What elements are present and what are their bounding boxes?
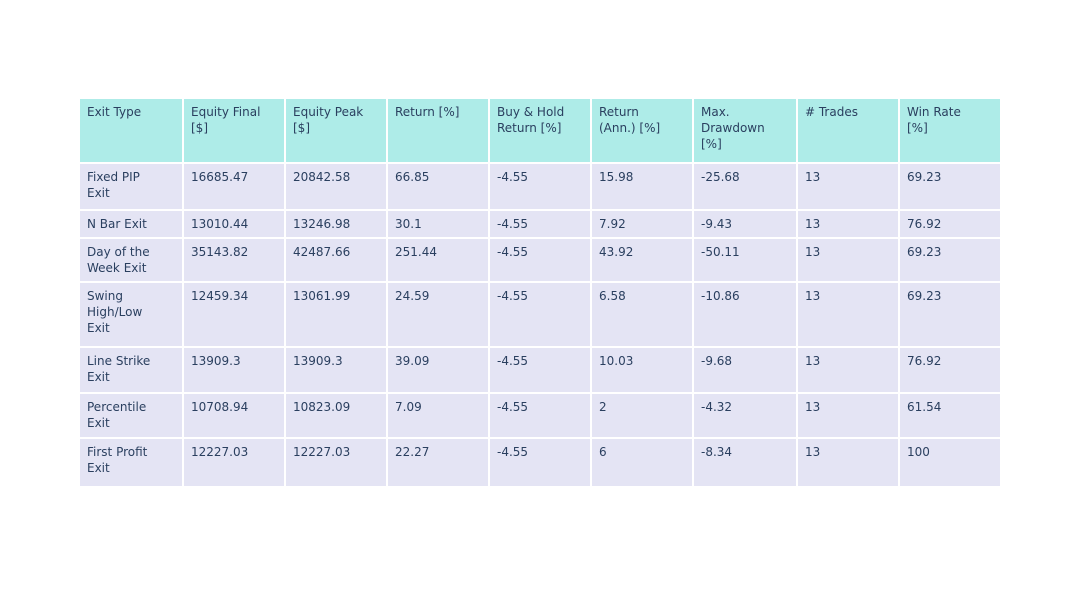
- value-cell: 12459.34: [184, 283, 284, 346]
- value-cell: 12227.03: [184, 439, 284, 486]
- value-cell: 69.23: [900, 283, 1000, 346]
- value-cell: 100: [900, 439, 1000, 486]
- value-cell: 16685.47: [184, 164, 284, 209]
- exit-type-cell: First Profit Exit: [80, 439, 182, 486]
- column-header: Return [%]: [388, 99, 488, 162]
- value-cell: 13: [798, 439, 898, 486]
- value-cell: 6.58: [592, 283, 692, 346]
- exit-strategy-results-table: Exit Type Equity Final [$] Equity Peak [$]…: [78, 97, 1002, 488]
- value-cell: 30.1: [388, 211, 488, 237]
- table-row: N Bar Exit 13010.44 13246.98 30.1 -4.55 7.92-…: [80, 211, 1000, 237]
- value-cell: 13: [798, 348, 898, 392]
- value-cell: 6: [592, 439, 692, 486]
- table-row: Swing High/Low Exit 12459.34 13061.99 24.59…: [80, 283, 1000, 346]
- value-cell: -4.55: [490, 164, 590, 209]
- column-header: Equity Final [$]: [184, 99, 284, 162]
- value-cell: 13010.44: [184, 211, 284, 237]
- value-cell: 69.23: [900, 239, 1000, 281]
- value-cell: -9.43: [694, 211, 796, 237]
- value-cell: 66.85: [388, 164, 488, 209]
- exit-type-cell: Day of the Week Exit: [80, 239, 182, 281]
- column-header: Return (Ann.) [%]: [592, 99, 692, 162]
- value-cell: 10.03: [592, 348, 692, 392]
- value-cell: 76.92: [900, 211, 1000, 237]
- exit-type-cell: Fixed PIP Exit: [80, 164, 182, 209]
- value-cell: 13: [798, 394, 898, 437]
- value-cell: 13909.3: [184, 348, 284, 392]
- value-cell: 10823.09: [286, 394, 386, 437]
- table-row: Percentile Exit 10708.94 10823.09 7.09 -4.55…: [80, 394, 1000, 437]
- value-cell: 2: [592, 394, 692, 437]
- column-header: Exit Type: [80, 99, 182, 162]
- table-row: First Profit Exit 12227.03 12227.03 22.27 -4…: [80, 439, 1000, 486]
- value-cell: -4.55: [490, 394, 590, 437]
- value-cell: 39.09: [388, 348, 488, 392]
- value-cell: 7.09: [388, 394, 488, 437]
- value-cell: 13909.3: [286, 348, 386, 392]
- value-cell: -4.55: [490, 239, 590, 281]
- table-body: Fixed PIP Exit 16685.47 20842.58 66.85 -4.55…: [80, 164, 1000, 486]
- exit-type-cell: N Bar Exit: [80, 211, 182, 237]
- value-cell: 20842.58: [286, 164, 386, 209]
- value-cell: 13: [798, 239, 898, 281]
- table-row: Line Strike Exit 13909.3 13909.3 39.09 -4.55…: [80, 348, 1000, 392]
- value-cell: -50.11: [694, 239, 796, 281]
- table-row: Fixed PIP Exit 16685.47 20842.58 66.85 -4.55…: [80, 164, 1000, 209]
- value-cell: 24.59: [388, 283, 488, 346]
- column-header: Buy & Hold Return [%]: [490, 99, 590, 162]
- value-cell: -25.68: [694, 164, 796, 209]
- value-cell: 13: [798, 211, 898, 237]
- table-row: Day of the Week Exit 35143.82 42487.66 251.…: [80, 239, 1000, 281]
- value-cell: 10708.94: [184, 394, 284, 437]
- value-cell: 42487.66: [286, 239, 386, 281]
- value-cell: -4.55: [490, 439, 590, 486]
- exit-type-cell: Swing High/Low Exit: [80, 283, 182, 346]
- value-cell: -4.55: [490, 211, 590, 237]
- value-cell: 12227.03: [286, 439, 386, 486]
- value-cell: 35143.82: [184, 239, 284, 281]
- column-header: Max. Drawdown [%]: [694, 99, 796, 162]
- value-cell: -4.32: [694, 394, 796, 437]
- column-header: Win Rate [%]: [900, 99, 1000, 162]
- exit-type-cell: Percentile Exit: [80, 394, 182, 437]
- value-cell: -8.34: [694, 439, 796, 486]
- value-cell: 13061.99: [286, 283, 386, 346]
- value-cell: -4.55: [490, 283, 590, 346]
- value-cell: 7.92: [592, 211, 692, 237]
- value-cell: 13246.98: [286, 211, 386, 237]
- value-cell: 15.98: [592, 164, 692, 209]
- value-cell: 13: [798, 164, 898, 209]
- value-cell: 251.44: [388, 239, 488, 281]
- column-header: # Trades: [798, 99, 898, 162]
- value-cell: -10.86: [694, 283, 796, 346]
- value-cell: 69.23: [900, 164, 1000, 209]
- value-cell: -4.55: [490, 348, 590, 392]
- exit-type-cell: Line Strike Exit: [80, 348, 182, 392]
- value-cell: 22.27: [388, 439, 488, 486]
- value-cell: -9.68: [694, 348, 796, 392]
- value-cell: 43.92: [592, 239, 692, 281]
- value-cell: 76.92: [900, 348, 1000, 392]
- header-row: Exit Type Equity Final [$] Equity Peak [$]…: [80, 99, 1000, 162]
- value-cell: 61.54: [900, 394, 1000, 437]
- value-cell: 13: [798, 283, 898, 346]
- column-header: Equity Peak [$]: [286, 99, 386, 162]
